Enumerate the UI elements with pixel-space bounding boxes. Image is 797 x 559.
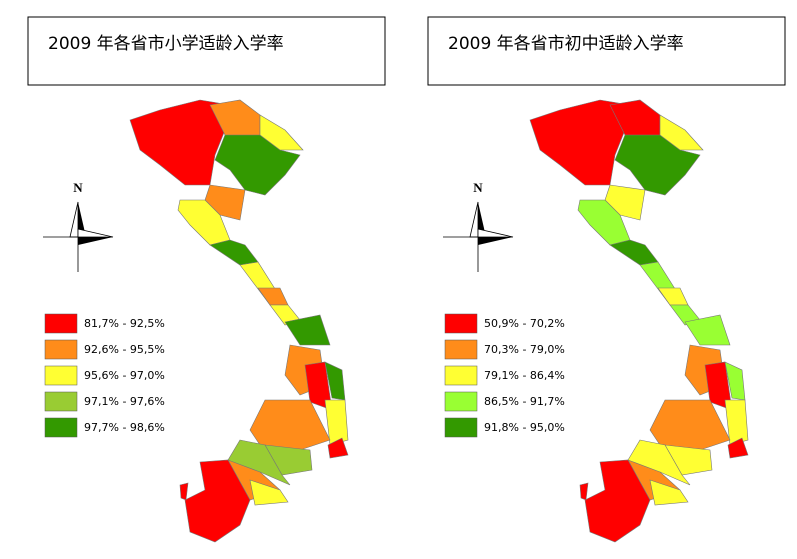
province xyxy=(257,287,289,306)
legend-swatch xyxy=(444,313,478,334)
compass-arm xyxy=(78,202,86,237)
province xyxy=(324,399,349,446)
compass-arm xyxy=(69,201,79,238)
province xyxy=(204,184,246,221)
compass-arm xyxy=(77,228,114,238)
province xyxy=(609,239,659,266)
compass-arm xyxy=(469,201,479,238)
province xyxy=(249,479,289,506)
province xyxy=(584,459,651,543)
legend-label: 92,6% - 95,5% xyxy=(84,343,165,356)
map-title: 2009 年各省市初中适龄入学率 xyxy=(448,34,684,54)
legend-label: 97,7% - 98,6% xyxy=(84,421,165,434)
legend-swatch xyxy=(44,339,78,360)
province xyxy=(684,314,731,346)
province-map xyxy=(529,99,749,543)
north-label: N xyxy=(73,180,83,195)
province xyxy=(657,287,689,306)
legend-swatch xyxy=(444,339,478,360)
legend-label: 70,3% - 79,0% xyxy=(484,343,565,356)
legend-swatch xyxy=(44,365,78,386)
title-box xyxy=(427,16,786,86)
province xyxy=(529,99,631,186)
province xyxy=(727,437,749,459)
compass-arm xyxy=(478,237,513,245)
province xyxy=(129,99,231,186)
legend-swatch xyxy=(44,417,78,438)
province xyxy=(604,184,646,221)
island xyxy=(579,482,589,501)
legend-label: 97,1% - 97,6% xyxy=(84,395,165,408)
legend-label: 86,5% - 91,7% xyxy=(484,395,565,408)
province xyxy=(649,399,731,451)
province xyxy=(649,479,689,506)
compass-arm xyxy=(478,202,486,237)
legend-swatch xyxy=(444,417,478,438)
legend-label: 50,9% - 70,2% xyxy=(484,317,565,330)
compass-arm xyxy=(477,228,514,238)
legend-label: 79,1% - 86,4% xyxy=(484,369,565,382)
legend-label: 81,7% - 92,5% xyxy=(84,317,165,330)
province xyxy=(184,459,251,543)
province xyxy=(209,239,259,266)
province xyxy=(327,437,349,459)
province xyxy=(724,399,749,446)
map-panel: 2009 年各省市小学适龄入学率 N 81,7% - 92,5% 92,6% - 95… xyxy=(27,16,386,543)
province xyxy=(284,314,331,346)
map-title: 2009 年各省市小学适龄入学率 xyxy=(48,34,284,54)
province-map xyxy=(129,99,349,543)
map-panel: 2009 年各省市初中适龄入学率 N 50,9% - 70,2% 70,3% - 79… xyxy=(427,16,786,543)
legend-swatch xyxy=(44,391,78,412)
legend-swatch xyxy=(44,313,78,334)
legend-label: 95,6% - 97,0% xyxy=(84,369,165,382)
island xyxy=(179,482,189,501)
north-label: N xyxy=(473,180,483,195)
title-box xyxy=(27,16,386,86)
province xyxy=(249,399,331,451)
legend-label: 91,8% - 95,0% xyxy=(484,421,565,434)
province xyxy=(659,114,704,151)
legend-swatch xyxy=(444,391,478,412)
legend-swatch xyxy=(444,365,478,386)
province xyxy=(259,114,304,151)
compass-arm xyxy=(78,237,113,245)
